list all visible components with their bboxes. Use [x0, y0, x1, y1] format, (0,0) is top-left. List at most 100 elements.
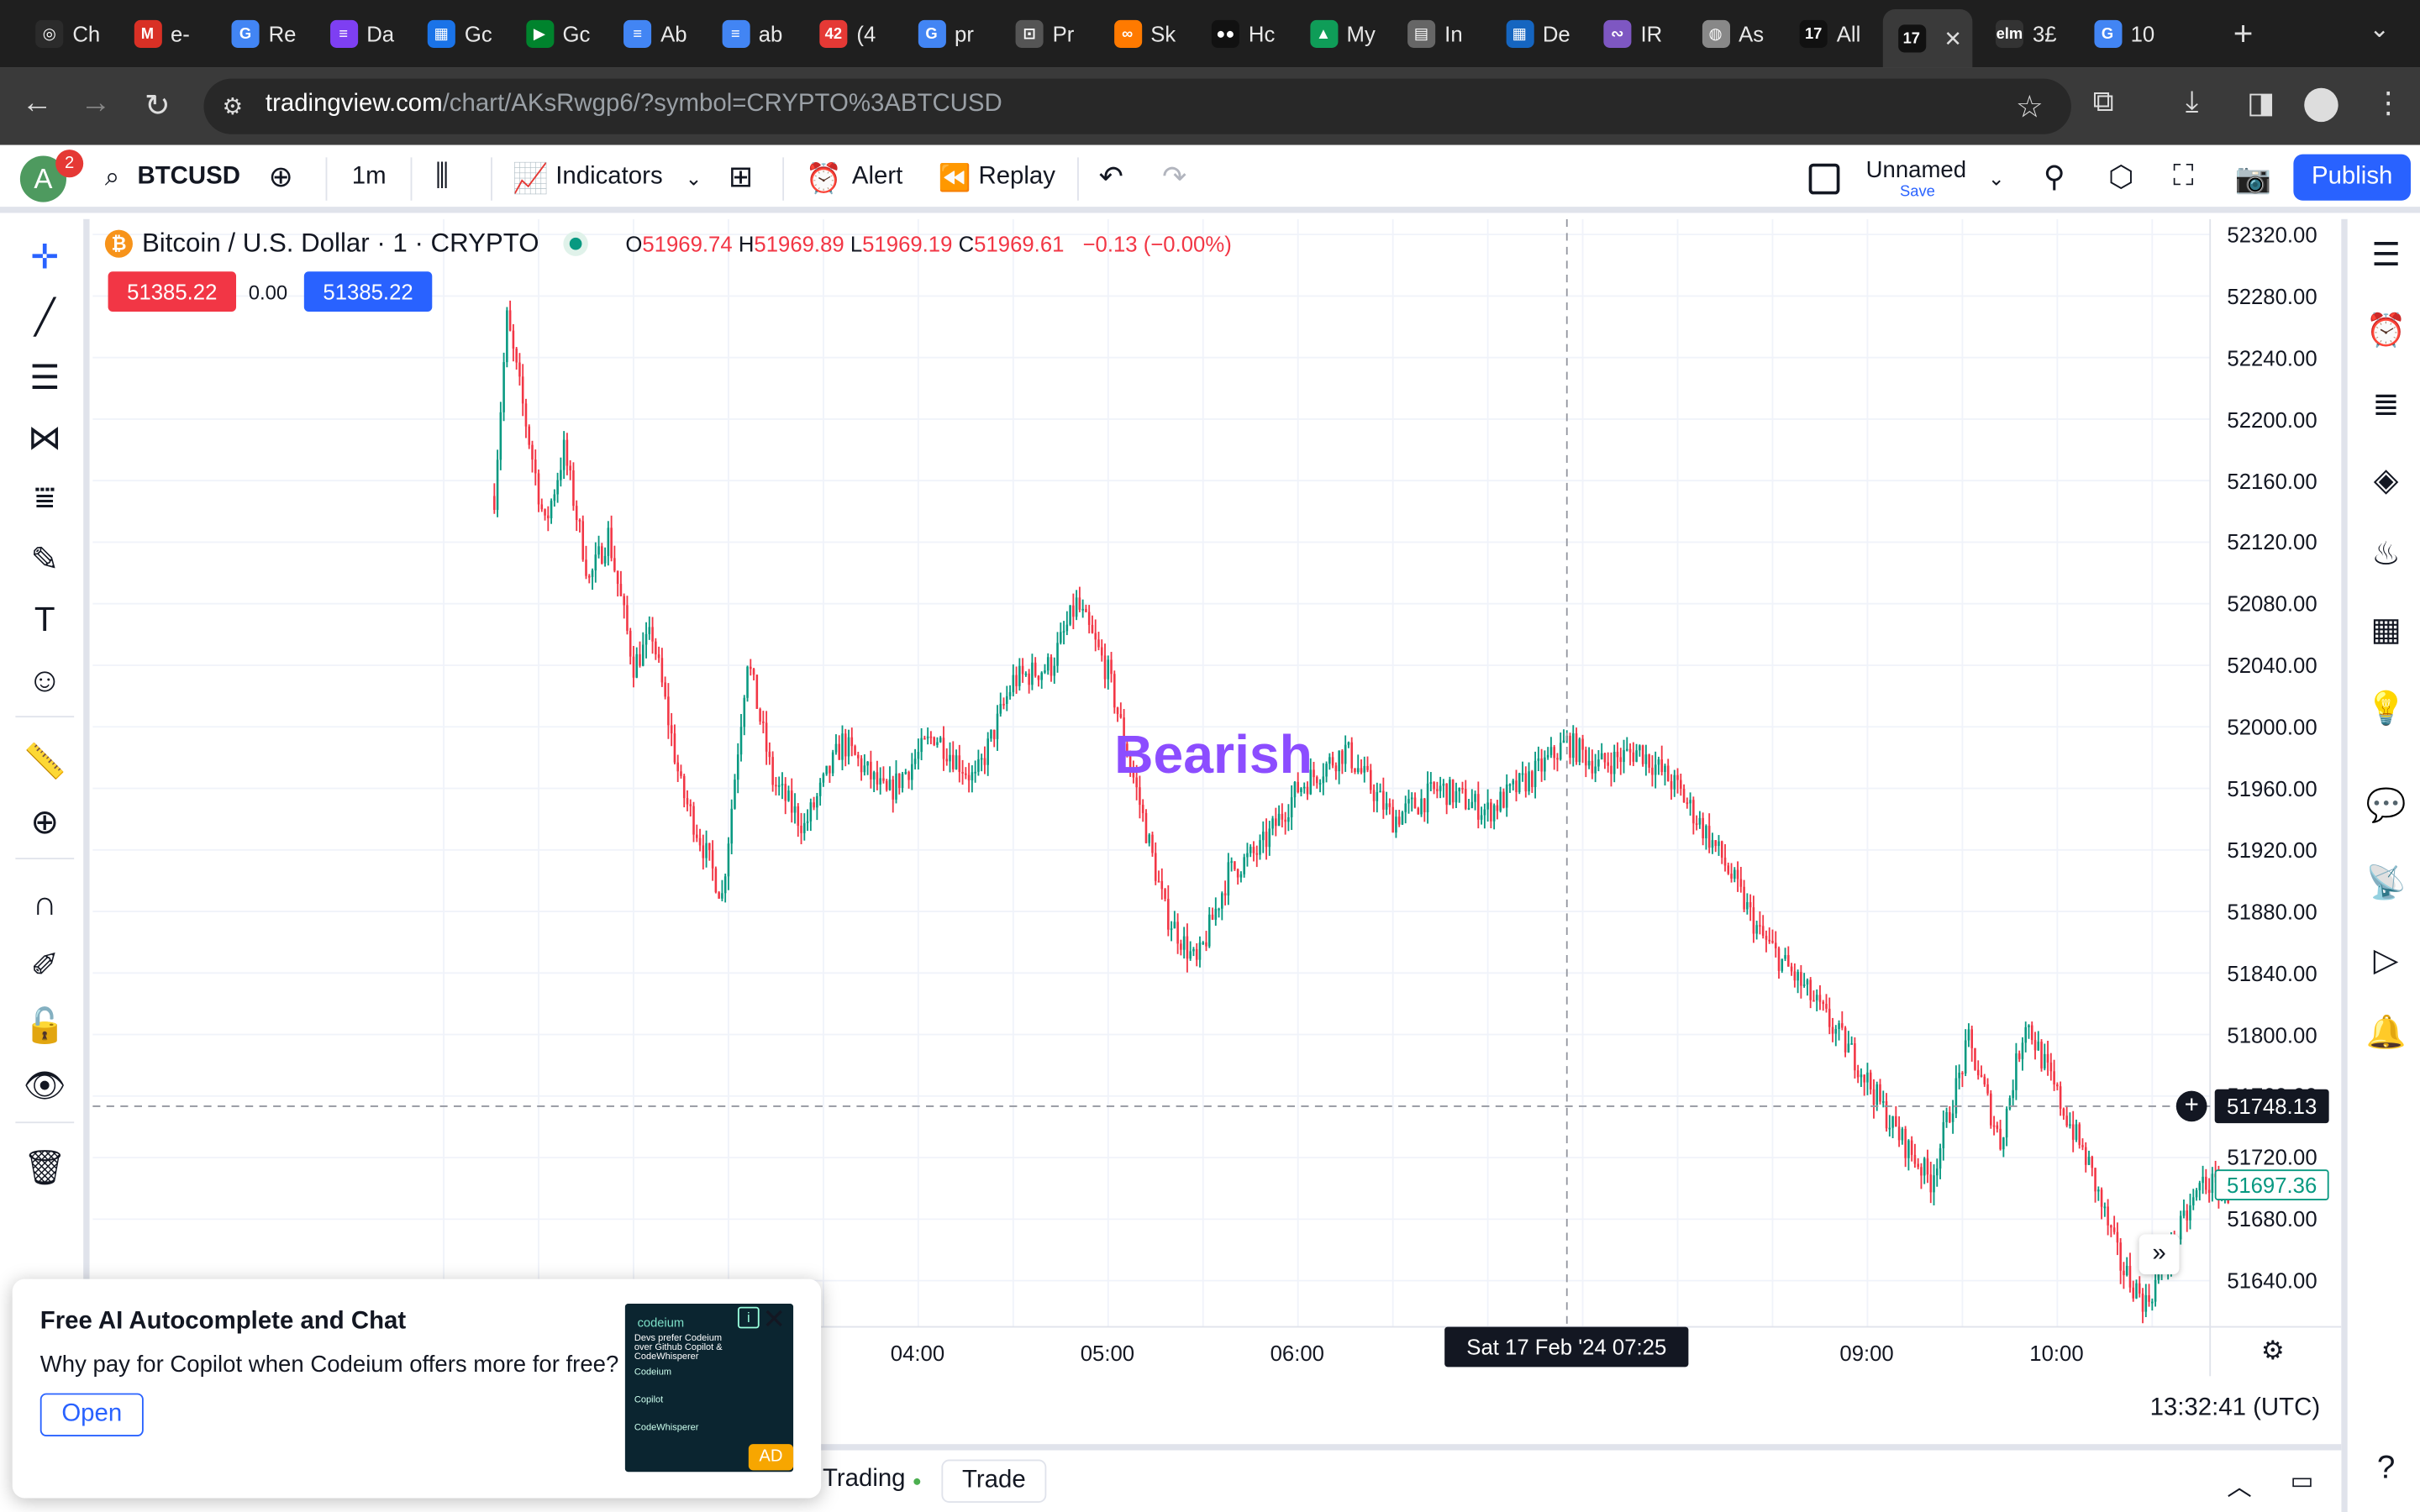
save-link[interactable]: Save	[1900, 183, 1935, 201]
browser-tab[interactable]: 42 (4	[804, 9, 896, 59]
browser-tab[interactable]: ◍ As	[1686, 9, 1778, 59]
eye-icon[interactable]: 👁	[23, 1066, 66, 1105]
axis-settings-icon[interactable]: ⚙	[2260, 1336, 2285, 1366]
browser-tab[interactable]: ⊡ Pr	[1000, 9, 1092, 59]
tab-search-icon[interactable]: ⌄	[2369, 17, 2391, 44]
ruler-icon[interactable]: 📏	[24, 742, 66, 781]
replay-button[interactable]: Replay	[978, 163, 1055, 190]
forward-icon[interactable]: →	[80, 86, 112, 121]
settings-icon[interactable]: ⬡	[2107, 161, 2134, 195]
interval-button[interactable]: 1m	[351, 163, 387, 190]
zoom-in-icon[interactable]: ⊕	[30, 802, 60, 842]
browser-tab[interactable]: ≡ ab	[706, 9, 797, 59]
site-info-icon[interactable]: ⚙	[222, 94, 244, 121]
price-chart[interactable]	[92, 218, 2342, 1377]
maximize-panel-icon[interactable]: ▭	[2290, 1468, 2314, 1495]
timezone-clock[interactable]: 13:32:41 (UTC)	[2149, 1394, 2321, 1421]
download-icon[interactable]: ⤓	[2185, 86, 2199, 119]
bearish-annotation[interactable]: Bearish	[1114, 725, 1313, 785]
browser-tab[interactable]: ≡ Da	[314, 9, 406, 59]
ideas-bulb-icon[interactable]: 💡	[2365, 690, 2407, 727]
address-bar[interactable]: ⚙ tradingview.com/chart/AKsRwgp6/?symbol…	[203, 78, 2071, 134]
ad-open-button[interactable]: Open	[39, 1393, 144, 1436]
fib-retracement-icon[interactable]: ☰	[29, 358, 60, 397]
back-icon[interactable]: ←	[21, 86, 53, 121]
browser-menu-icon[interactable]: ⋮	[2373, 87, 2403, 121]
browser-tab[interactable]: elm 3£	[1981, 9, 2072, 59]
side-panel-icon[interactable]: ◨	[2247, 87, 2275, 121]
layout-name[interactable]: Unnamed	[1865, 157, 1967, 184]
instrument-title[interactable]: Bitcoin / U.S. Dollar · 1 · CRYPTO	[141, 228, 539, 258]
search-icon[interactable]: ⌕	[104, 161, 120, 192]
new-tab-icon[interactable]: +	[2233, 13, 2254, 53]
notifications-bell-icon[interactable]: 🔔	[2365, 1015, 2407, 1051]
ad-info-icon[interactable]: i	[737, 1306, 760, 1329]
candles-style-icon[interactable]: ⫼	[434, 160, 450, 193]
add-alert-plus-icon[interactable]: +	[2175, 1090, 2207, 1122]
redo-icon[interactable]: ↷	[1162, 161, 1187, 195]
reload-icon[interactable]: ↻	[144, 89, 171, 123]
streams-icon[interactable]: 📡	[2365, 865, 2407, 901]
lock-icon[interactable]: 🔓	[24, 1005, 66, 1045]
magnet-icon[interactable]: ∩	[32, 884, 57, 923]
browser-tab[interactable]: ∞ Sk	[1098, 9, 1190, 59]
crosshair-icon[interactable]: ✛	[30, 237, 60, 276]
undo-icon[interactable]: ↶	[1098, 161, 1123, 195]
chevron-down-icon[interactable]: ⌄	[685, 166, 702, 190]
trash-icon[interactable]: 🗑	[23, 1147, 66, 1187]
buy-price-button[interactable]: 51385.22	[303, 271, 433, 312]
indicators-button[interactable]: Indicators	[555, 163, 663, 190]
layout-menu-chevron-icon[interactable]: ⌄	[1987, 166, 2005, 190]
calendar-icon[interactable]: ▦	[2370, 612, 2402, 648]
browser-tab[interactable]: G 10	[2078, 9, 2170, 59]
market-status-icon[interactable]	[563, 231, 589, 256]
sell-price-button[interactable]: 51385.22	[108, 271, 237, 312]
quick-search-icon[interactable]: ⚲	[2043, 161, 2065, 195]
indicators-icon[interactable]: 📈	[512, 163, 550, 197]
ad-image[interactable]: codeium Devs prefer Codeium over Github …	[624, 1304, 794, 1473]
symbol-search-button[interactable]: BTCUSD	[137, 163, 240, 190]
help-icon[interactable]: ?	[2376, 1450, 2396, 1486]
templates-icon[interactable]: ⊞	[728, 161, 754, 195]
layout-icon[interactable]	[1808, 163, 1840, 195]
trend-line-icon[interactable]: ╱	[34, 297, 55, 337]
browser-tab[interactable]: ≡ Ab	[608, 9, 700, 59]
browser-tab[interactable]: 17 All	[1784, 9, 1876, 59]
text-tool-icon[interactable]: T	[34, 600, 55, 639]
compare-symbol-icon[interactable]: ⊕	[268, 161, 293, 195]
chat-icon[interactable]: 💬	[2365, 788, 2407, 824]
fullscreen-icon[interactable]: ⛶	[2173, 160, 2194, 193]
publish-button[interactable]: Publish	[2293, 154, 2411, 201]
browser-tab[interactable]: ▦ Gc	[412, 9, 503, 59]
browser-tab[interactable]: ∾ IR	[1588, 9, 1680, 59]
emoji-icon[interactable]: ☺	[27, 660, 62, 700]
browser-tab[interactable]: ▤ In	[1392, 9, 1484, 59]
alert-button[interactable]: Alert	[851, 163, 903, 190]
watchlist-icon[interactable]: ☰	[2371, 237, 2401, 274]
trading-tab[interactable]: Trading ●	[822, 1465, 922, 1493]
trade-button[interactable]: Trade	[941, 1459, 1047, 1503]
chart-area[interactable]: ₿ Bitcoin / U.S. Dollar · 1 · CRYPTO O51…	[92, 218, 2342, 1377]
browser-tab[interactable]: ●● Hc	[1196, 9, 1287, 59]
replay-icon[interactable]: ⏪	[938, 163, 971, 193]
scroll-to-realtime-icon[interactable]: »	[2139, 1234, 2180, 1275]
browser-tab[interactable]: ▦ De	[1490, 9, 1581, 59]
browser-tab[interactable]: ◎ Ch	[20, 9, 112, 59]
alarm-clock-icon[interactable]: ⏰	[2365, 312, 2407, 349]
bookmark-star-icon[interactable]: ☆	[2015, 91, 2044, 125]
browser-tab[interactable]: 17 ✕	[1881, 9, 1972, 68]
layers-icon[interactable]: ◈	[2373, 463, 2399, 499]
camera-icon[interactable]: 📷	[2234, 163, 2272, 197]
browser-tab[interactable]: ▶ Gc	[510, 9, 602, 59]
browser-tab[interactable]: G Re	[216, 9, 308, 59]
alert-icon[interactable]: ⏰	[805, 163, 843, 197]
url-text[interactable]: tradingview.com/chart/AKsRwgp6/?symbol=C…	[265, 91, 1002, 118]
brush-icon[interactable]: ✎	[30, 539, 60, 579]
hotlist-flame-icon[interactable]: ♨	[2371, 537, 2401, 573]
pattern-icon[interactable]: ⋈	[28, 417, 62, 457]
signal-icon[interactable]: ▷	[2373, 942, 2399, 979]
extensions-icon[interactable]: ⧉	[2092, 86, 2114, 119]
object-tree-icon[interactable]: ≣	[2372, 387, 2400, 423]
